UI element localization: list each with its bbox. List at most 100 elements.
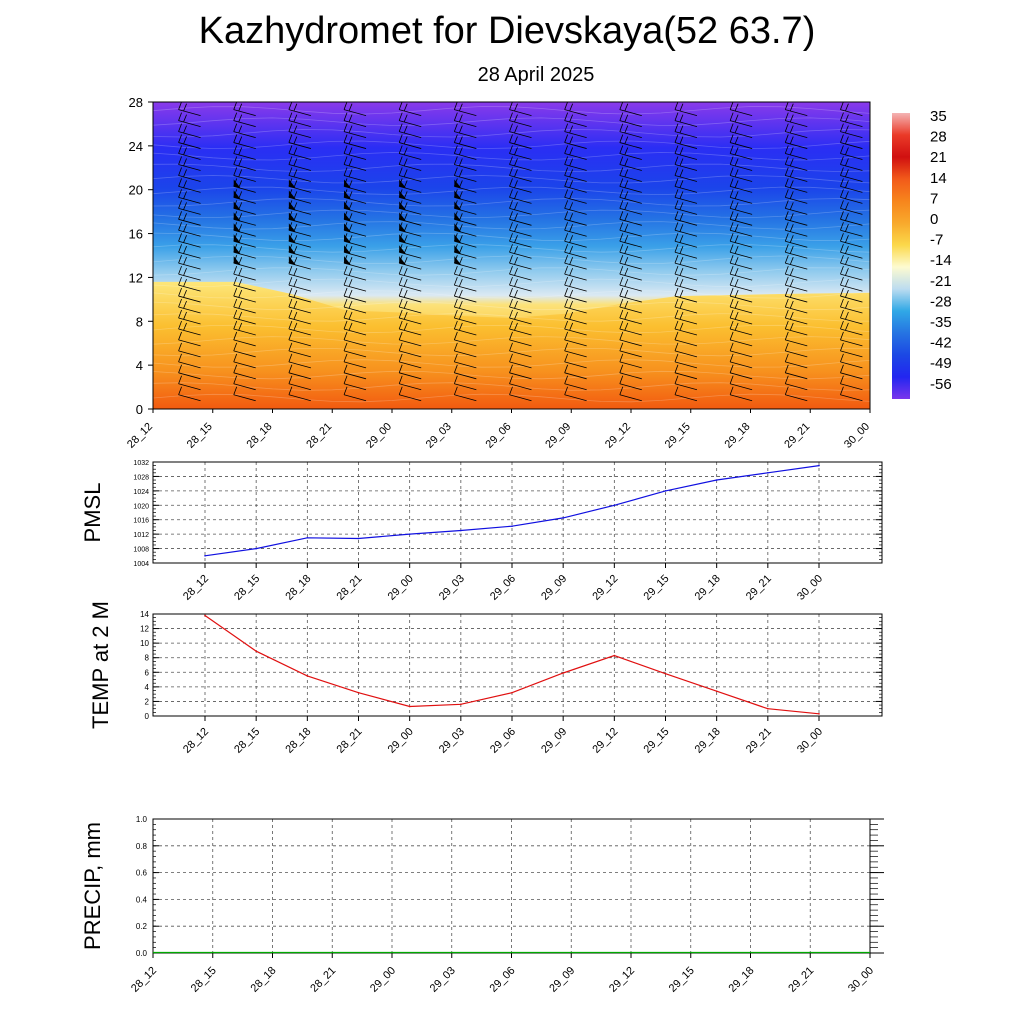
barb-flag <box>564 265 569 275</box>
barb-shaft <box>619 317 642 325</box>
barb-flag <box>840 134 844 143</box>
wind-barb <box>233 134 256 149</box>
series-point <box>408 533 411 535</box>
barb-flag <box>734 235 739 243</box>
barb-shaft <box>730 273 753 281</box>
barb-shaft <box>343 175 367 182</box>
barb-flag <box>509 178 513 187</box>
barb-flag <box>569 213 574 221</box>
barb-flag <box>238 114 243 123</box>
barb-shaft <box>288 295 311 303</box>
barb-flag <box>514 103 518 112</box>
wind-barb <box>453 375 477 391</box>
barb-flag <box>348 289 353 298</box>
wind-barb <box>674 178 698 193</box>
wind-barb <box>784 156 808 171</box>
barb-shaft <box>343 295 367 303</box>
wind-barb <box>343 287 367 303</box>
series-point <box>357 537 360 540</box>
wind-barb <box>784 178 808 193</box>
barb-flag <box>729 134 734 143</box>
barb-flag <box>348 300 353 309</box>
y-tick-label: 6 <box>145 668 150 677</box>
barb-shaft <box>233 142 256 149</box>
barb-pennant <box>399 245 407 255</box>
barb-flag <box>679 257 684 265</box>
barb-flag <box>564 167 569 176</box>
barb-flag <box>789 114 794 123</box>
barb-shaft <box>730 109 753 117</box>
barb-shaft <box>730 361 753 369</box>
barb-flag <box>348 322 353 331</box>
barb-flag <box>845 311 849 320</box>
barb-pennant <box>399 223 407 233</box>
x-tick-label: 29_03 <box>424 421 454 451</box>
barb-flag <box>403 136 408 145</box>
series-point <box>715 479 718 481</box>
barb-shaft <box>730 383 753 391</box>
wind-barb <box>398 200 422 215</box>
x-tick-label: 28_21 <box>304 421 334 451</box>
wind-barb <box>453 386 477 402</box>
wind-barb <box>784 167 808 182</box>
barb-flag <box>619 145 624 154</box>
barb-flag <box>288 386 293 395</box>
barb-flag <box>233 309 238 319</box>
barb-shaft <box>399 109 422 117</box>
barb-flag <box>679 224 684 232</box>
panel-frame <box>152 613 883 717</box>
wind-barb <box>343 353 367 369</box>
barb-flag <box>784 331 789 341</box>
barb-shaft <box>178 317 201 325</box>
wind-barb <box>729 167 753 182</box>
barb-flag <box>509 265 513 275</box>
wind-barb <box>674 244 698 259</box>
wind-barb <box>729 178 753 193</box>
barb-pennant <box>399 179 407 189</box>
wind-barb <box>784 320 808 336</box>
wind-barb <box>288 342 311 358</box>
barb-flag <box>178 255 182 264</box>
wind-barb <box>509 222 532 237</box>
y-tick-label: 0.4 <box>136 895 148 904</box>
barb-flag <box>674 364 679 373</box>
wind-barb <box>453 233 477 248</box>
barb-flag <box>619 375 624 384</box>
barb-flag <box>674 298 679 308</box>
barb-shaft <box>288 284 311 292</box>
barb-flag <box>178 222 182 231</box>
barb-shaft <box>730 372 753 380</box>
wind-barb <box>564 265 587 281</box>
barb-shaft <box>619 251 642 259</box>
barb-flag <box>729 102 734 110</box>
barb-flag <box>238 125 243 134</box>
barb-pennant <box>288 201 296 211</box>
wind-barb <box>343 320 367 336</box>
barb-flag <box>514 158 518 166</box>
barb-flag <box>514 224 518 232</box>
barb-flag <box>679 136 684 145</box>
wind-barb <box>288 375 311 391</box>
barb-shaft <box>619 328 642 336</box>
y-tick-label: 24 <box>129 139 143 154</box>
barb-flag <box>509 386 513 395</box>
barb-flag <box>233 123 238 132</box>
barb-flag <box>845 289 849 298</box>
barb-flag <box>233 375 238 384</box>
barb-flag <box>729 320 734 330</box>
barb-flag <box>845 300 849 309</box>
barb-flag <box>509 222 513 231</box>
barb-flag <box>674 353 679 362</box>
x-tick-label: 29_15 <box>642 573 672 603</box>
y-tick-label: 14 <box>140 610 149 619</box>
wind-barb <box>398 255 422 270</box>
wind-barb <box>840 178 863 193</box>
barb-flag <box>564 331 569 341</box>
wind-barb <box>233 342 256 358</box>
barb-flag <box>343 353 348 362</box>
wind-barb <box>509 211 532 226</box>
barb-shaft <box>509 273 532 281</box>
barb-flag <box>343 375 348 384</box>
wind-barb <box>784 102 808 117</box>
barb-shaft <box>674 218 698 226</box>
